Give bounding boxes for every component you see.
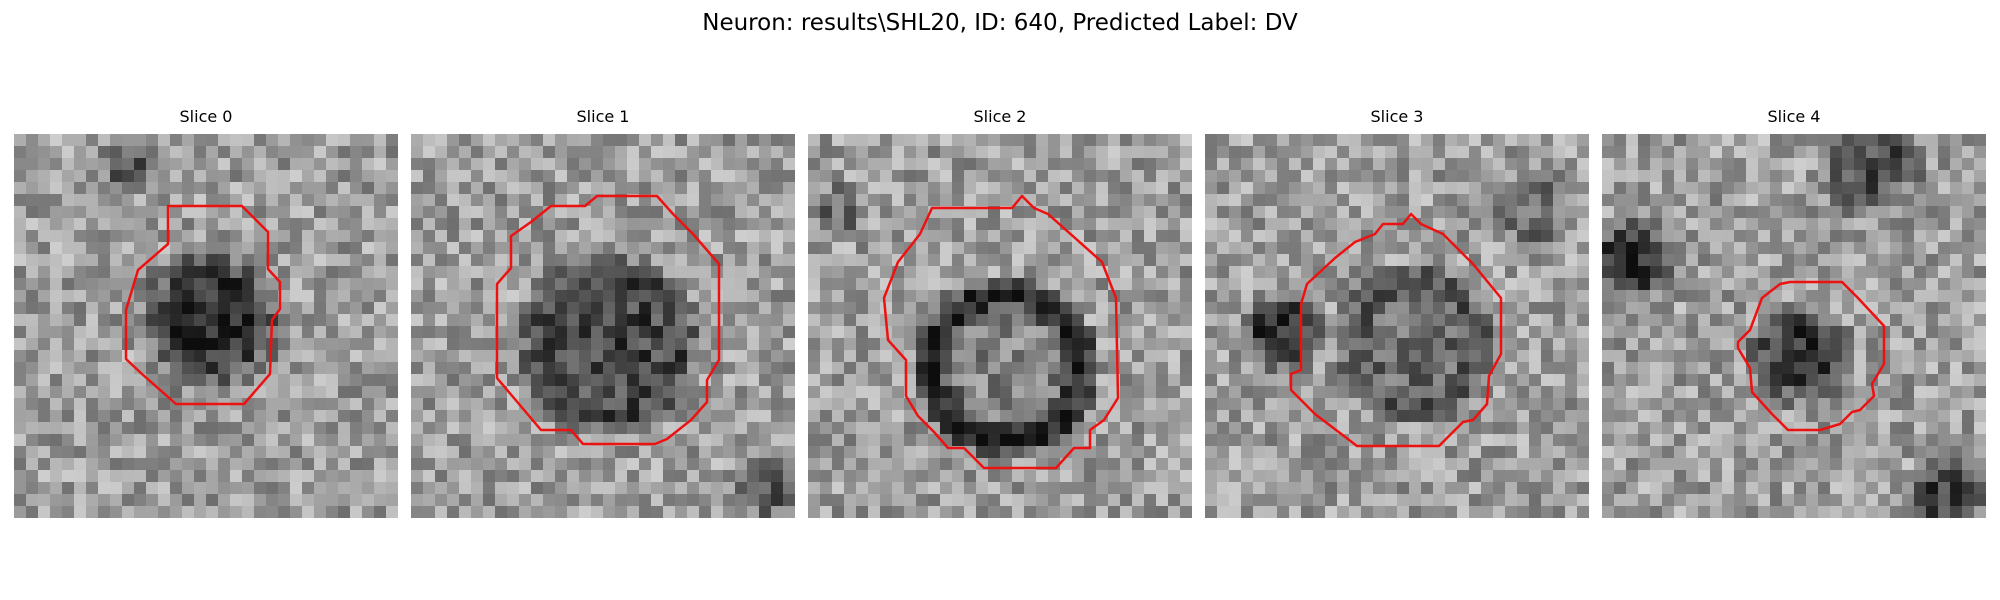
slice-panel-1: Slice 1: [411, 104, 795, 518]
slice-panel-0: Slice 0: [14, 104, 398, 518]
contour-outline: [124, 204, 282, 406]
slice-image-1: [411, 134, 795, 518]
figure-title: Neuron: results\SHL20, ID: 640, Predicte…: [702, 10, 1298, 36]
contour-outline: [1736, 280, 1886, 432]
slice-panel-2: Slice 2: [808, 104, 1192, 518]
contour-outline: [1289, 212, 1503, 448]
slice-title: Slice 3: [1370, 107, 1424, 126]
contour-outline: [495, 194, 721, 446]
slice-image-4: [1602, 134, 1986, 518]
slice-title: Slice 2: [973, 107, 1027, 126]
slice-image-0: [14, 134, 398, 518]
slice-panel-4: Slice 4: [1602, 104, 1986, 518]
slice-title: Slice 4: [1767, 107, 1821, 126]
slice-panel-3: Slice 3: [1205, 104, 1589, 518]
contour-outline: [882, 194, 1120, 470]
slice-image-2: [808, 134, 1192, 518]
slice-title: Slice 0: [179, 107, 233, 126]
slice-title: Slice 1: [576, 107, 630, 126]
slice-image-3: [1205, 134, 1589, 518]
